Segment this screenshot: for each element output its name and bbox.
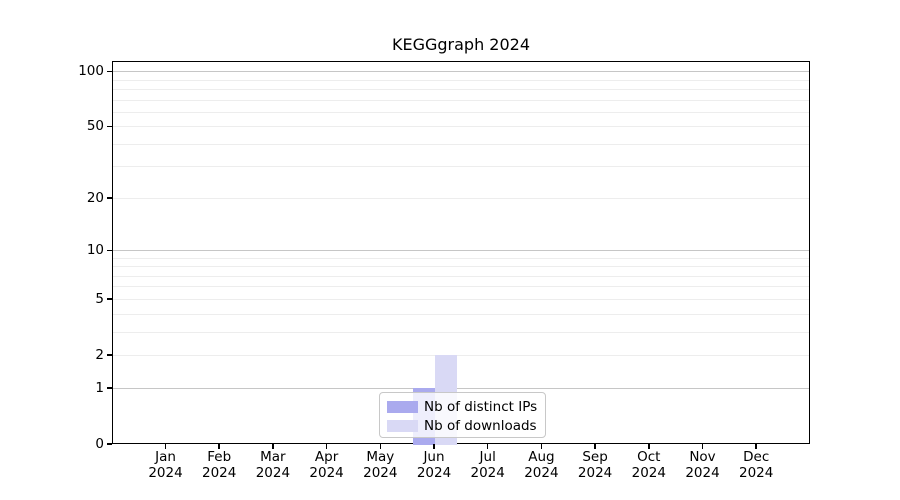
y-tick <box>107 125 112 128</box>
x-tick-label: Dec 2024 <box>739 449 774 481</box>
x-tick-label: Apr 2024 <box>309 449 344 481</box>
y-tick <box>107 249 112 251</box>
gridline-minor <box>113 143 809 145</box>
x-tick <box>433 444 435 449</box>
chart-title: KEGGgraph 2024 <box>391 35 531 54</box>
gridline-minor <box>113 126 809 128</box>
y-tick-label: 1 <box>95 379 104 396</box>
y-tick-label: 20 <box>86 189 104 206</box>
x-tick-label: Sep 2024 <box>577 449 613 481</box>
x-tick-label: Jan 2024 <box>148 449 183 481</box>
x-tick <box>486 444 489 449</box>
y-tick-label: 2 <box>95 346 104 363</box>
x-tick-label: Jun 2024 <box>416 449 452 481</box>
legend-item: Nb of downloads <box>387 417 545 435</box>
x-tick-label: Mar 2024 <box>255 449 291 481</box>
gridline-major <box>113 71 809 73</box>
gridline-minor <box>113 313 809 315</box>
x-tick <box>540 444 543 449</box>
y-tick <box>107 387 112 389</box>
y-tick <box>107 197 112 199</box>
x-tick <box>379 444 382 449</box>
x-tick-label: Jul 2024 <box>470 449 505 481</box>
x-tick <box>164 444 167 449</box>
y-tick-label: 10 <box>86 242 104 258</box>
gridline-minor <box>113 88 809 90</box>
gridline-minor <box>113 257 809 259</box>
legend-swatch <box>387 420 418 432</box>
y-tick-label: 100 <box>78 63 104 80</box>
x-tick-label: May 2024 <box>363 449 398 481</box>
gridline-major <box>113 250 809 251</box>
legend-label: Nb of downloads <box>424 418 537 434</box>
x-tick <box>755 444 757 449</box>
legend-swatch <box>387 401 418 413</box>
gridline-minor <box>113 99 809 101</box>
gridline-minor <box>113 266 809 268</box>
y-tick <box>107 443 112 445</box>
gridline-minor <box>113 79 809 81</box>
y-tick-label: 5 <box>95 290 104 307</box>
gridline-major <box>113 387 809 389</box>
gridline-minor <box>113 111 809 113</box>
gridline-minor <box>113 197 809 199</box>
x-tick-label: Feb 2024 <box>202 449 237 481</box>
x-tick <box>648 444 650 449</box>
x-tick <box>594 444 596 449</box>
x-tick-label: Nov 2024 <box>685 449 720 481</box>
legend-item: Nb of distinct IPs <box>387 398 545 416</box>
y-tick-label: 50 <box>86 118 104 135</box>
x-tick <box>218 444 220 449</box>
x-tick-label: Oct 2024 <box>631 449 666 481</box>
y-tick <box>107 298 112 300</box>
x-tick-label: Aug 2024 <box>524 449 559 481</box>
legend: Nb of distinct IPs Nb of downloads <box>379 392 546 438</box>
x-tick <box>272 444 274 449</box>
plot-area: Nb of distinct IPs Nb of downloads <box>112 61 810 445</box>
gridline-minor <box>113 286 809 288</box>
x-tick <box>325 444 328 449</box>
x-tick <box>701 444 704 449</box>
gridline-minor <box>113 275 809 277</box>
gridline-minor <box>113 166 809 168</box>
gridline-minor <box>113 354 809 356</box>
gridline-minor <box>113 298 809 300</box>
legend-label: Nb of distinct IPs <box>424 399 538 415</box>
y-tick-label: 0 <box>95 435 104 452</box>
y-tick <box>107 354 112 356</box>
y-tick <box>107 70 112 73</box>
gridline-minor <box>113 331 809 333</box>
